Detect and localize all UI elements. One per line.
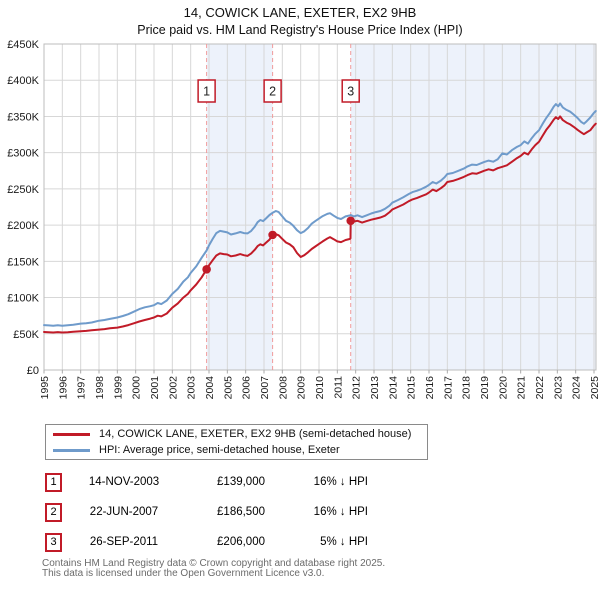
svg-text:£300K: £300K: [7, 148, 39, 160]
svg-text:2005: 2005: [222, 376, 234, 400]
sale-price: £206,000: [217, 536, 265, 548]
svg-text:2021: 2021: [516, 376, 528, 400]
svg-text:2013: 2013: [369, 376, 381, 400]
svg-text:1998: 1998: [94, 376, 106, 400]
svg-text:£0: £0: [27, 365, 39, 377]
price-history-chart: 1 2 3£0£50K£100K£150K£200K£250K£300K£350K£…: [7, 39, 600, 400]
plot-border: [43, 43, 597, 371]
sale-hpi-diff: 5% ↓ HPI: [320, 536, 368, 548]
svg-text:2019: 2019: [479, 376, 491, 400]
svg-text:£150K: £150K: [7, 256, 39, 268]
svg-text:2016: 2016: [424, 376, 436, 400]
legend-label-hpi: HPI: Average price, semi-detached house,…: [99, 444, 340, 456]
svg-text:3: 3: [347, 85, 354, 99]
svg-text:1: 1: [203, 85, 210, 99]
property-price-line: [43, 115, 597, 334]
sale-price: £186,500: [217, 506, 265, 518]
svg-text:2015: 2015: [406, 376, 418, 400]
svg-text:2: 2: [269, 85, 276, 99]
svg-text:2017: 2017: [442, 376, 454, 400]
license-footer: Contains HM Land Registry data © Crown c…: [42, 559, 385, 578]
svg-text:2018: 2018: [461, 376, 473, 400]
svg-text:2002: 2002: [167, 376, 179, 400]
svg-text:£250K: £250K: [7, 184, 39, 196]
svg-text:2024: 2024: [571, 376, 583, 400]
sale-marker-lines: [206, 44, 352, 370]
sale-date: 26-SEP-2011: [89, 536, 159, 548]
svg-text:£350K: £350K: [7, 111, 39, 123]
sale-price: £139,000: [217, 476, 265, 488]
legend-item-property: 14, COWICK LANE, EXETER, EX2 9HB (semi-d…: [53, 426, 411, 442]
svg-text:2022: 2022: [534, 376, 546, 400]
svg-text:£450K: £450K: [7, 39, 39, 51]
sale-marker-1: 1: [45, 473, 62, 492]
svg-text:1996: 1996: [57, 376, 69, 400]
sale-marker-2: 2: [45, 503, 62, 522]
svg-text:2010: 2010: [314, 376, 326, 400]
svg-text:2014: 2014: [387, 376, 399, 400]
sale-date: 14-NOV-2003: [88, 476, 160, 488]
chart-legend: 14, COWICK LANE, EXETER, EX2 9HB (semi-d…: [45, 424, 428, 460]
sale-marker-3: 3: [45, 533, 62, 552]
ownership-bands: [206, 44, 596, 370]
sale-date: 22-JUN-2007: [89, 506, 159, 518]
legend-label-property: 14, COWICK LANE, EXETER, EX2 9HB (semi-d…: [99, 428, 412, 440]
property-line-swatch-icon: [53, 432, 90, 436]
svg-text:£200K: £200K: [7, 220, 39, 232]
sale-hpi-diff: 16% ↓ HPI: [313, 506, 368, 518]
legend-item-hpi: HPI: Average price, semi-detached house,…: [53, 442, 340, 458]
x-axis-ticks: [43, 370, 595, 374]
svg-text:2008: 2008: [277, 376, 289, 400]
svg-text:£100K: £100K: [7, 293, 39, 305]
svg-text:2020: 2020: [497, 376, 509, 400]
svg-text:2004: 2004: [204, 376, 216, 400]
gridlines: [43, 43, 596, 371]
svg-text:1997: 1997: [76, 376, 88, 400]
page-title: 14, COWICK LANE, EXETER, EX2 9HB: [183, 5, 417, 20]
svg-text:2007: 2007: [259, 376, 271, 400]
svg-text:1999: 1999: [112, 376, 124, 400]
svg-text:2009: 2009: [296, 376, 308, 400]
svg-text:£50K: £50K: [13, 329, 39, 341]
table-row: 2 22-JUN-2007 £186,500 16% ↓ HPI: [45, 503, 375, 523]
y-axis-labels: £0 £50K £100K £150K £200K £250K £300K £350K £400…: [7, 39, 39, 377]
hpi-line: [43, 102, 597, 327]
table-row: 3 26-SEP-2011 £206,000 5% ↓ HPI: [45, 533, 375, 553]
hpi-line-swatch-icon: [53, 448, 90, 452]
footer-line-2: This data is licensed under the Open Gov…: [42, 567, 325, 579]
svg-text:2003: 2003: [186, 376, 198, 400]
sale-hpi-diff: 16% ↓ HPI: [313, 476, 368, 488]
svg-text:2025: 2025: [589, 376, 600, 400]
svg-text:2006: 2006: [241, 376, 253, 400]
svg-text:1995: 1995: [39, 376, 51, 400]
sale-dots: [202, 216, 356, 274]
svg-text:2001: 2001: [149, 376, 161, 400]
svg-text:2012: 2012: [351, 376, 363, 400]
x-axis-labels: 1995 1996 1997 1998 1999 2000 2001 2002 2003 2004…: [39, 376, 600, 400]
table-row: 1 14-NOV-2003 £139,000 16% ↓ HPI: [45, 473, 375, 493]
page-subtitle: Price paid vs. HM Land Registry's House …: [137, 23, 463, 37]
sale-marker-flags: 1 2 3: [197, 79, 360, 103]
svg-text:2023: 2023: [552, 376, 564, 400]
svg-text:2000: 2000: [131, 376, 143, 400]
footer-line-1: Contains HM Land Registry data © Crown c…: [42, 558, 386, 569]
svg-text:£400K: £400K: [7, 75, 39, 87]
sale-history-table: 1 14-NOV-2003 £139,000 16% ↓ HPI 2 22-JU…: [45, 471, 375, 559]
svg-text:2011: 2011: [332, 376, 344, 399]
